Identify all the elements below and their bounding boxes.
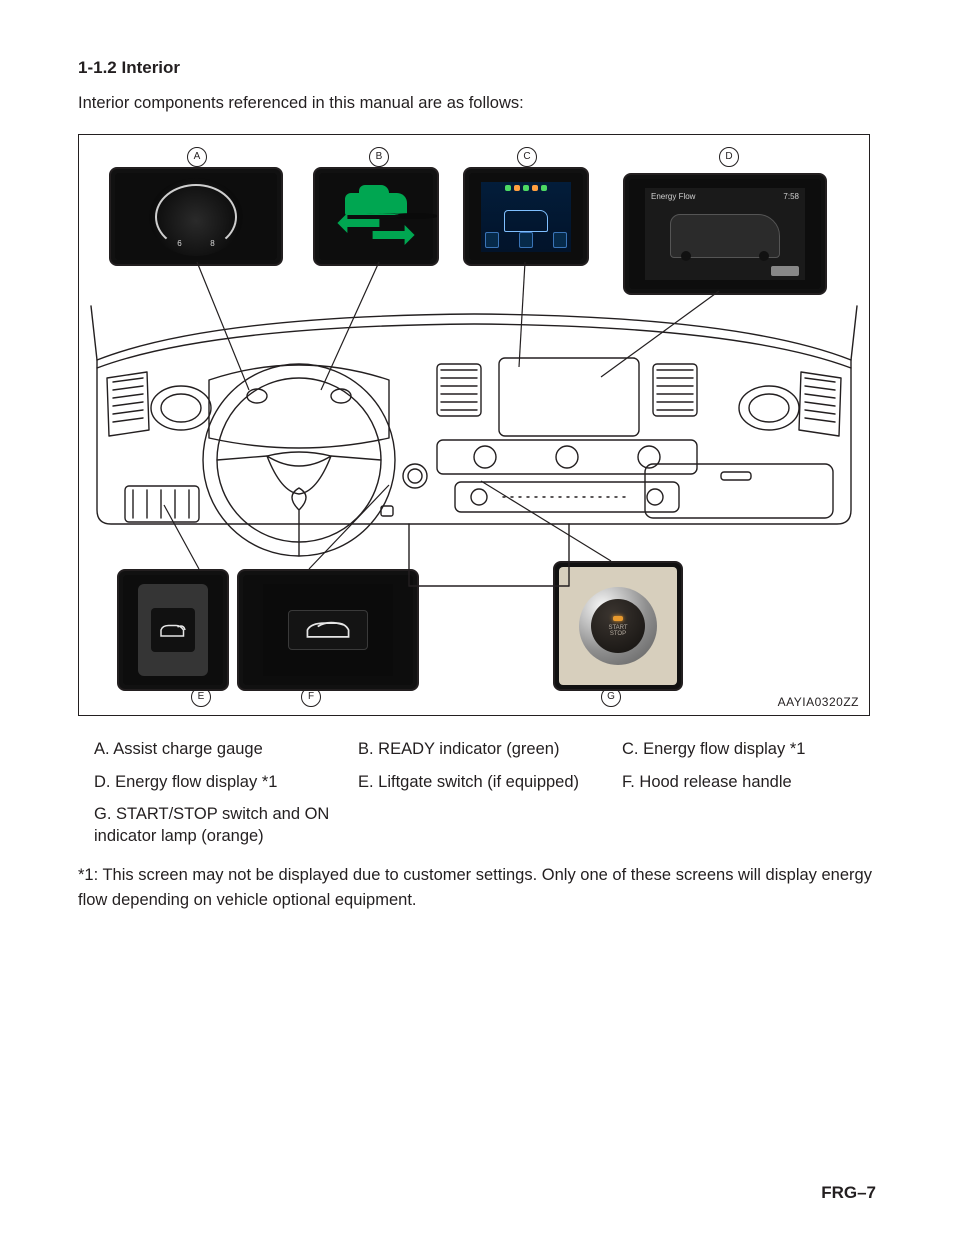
section-heading: 1-1.2 Interior — [78, 58, 882, 78]
legend-item: C. Energy flow display *1 — [622, 738, 866, 760]
energy-flow-icon — [481, 182, 571, 252]
legend-item: B. READY indicator (green) — [358, 738, 602, 760]
callout-label-d: D — [719, 147, 739, 167]
legend-item: D. Energy flow display *1 — [94, 771, 338, 793]
energy-flow-display-icon: Energy Flow 7:58 — [645, 188, 805, 280]
intro-text: Interior components referenced in this m… — [78, 92, 882, 114]
hood-release-icon — [263, 584, 393, 676]
legend-item: E. Liftgate switch (if equipped) — [358, 771, 602, 793]
thumb-start-stop: START STOP — [553, 561, 683, 691]
legend-item: A. Assist charge gauge — [94, 738, 338, 760]
thumb-liftgate-switch — [117, 569, 229, 691]
callout-label-c: C — [517, 147, 537, 167]
gauge-icon: 6 8 — [149, 178, 243, 256]
figure-code: AAYIA0320ZZ — [778, 695, 859, 709]
legend-item: G. START/STOP switch and ON indicator la… — [94, 803, 338, 848]
interior-figure: A B C D E F G 6 8 — [78, 134, 870, 716]
thumb-ready-indicator — [313, 167, 439, 266]
legend-item: F. Hood release handle — [622, 771, 866, 793]
start-stop-icon: START STOP — [569, 575, 667, 677]
dashboard-lineart — [89, 300, 859, 590]
footnote: *1: This screen may not be displayed due… — [78, 863, 882, 913]
thumb-hood-release — [237, 569, 419, 691]
thumb-assist-charge-gauge: 6 8 — [109, 167, 283, 266]
callout-label-b: B — [369, 147, 389, 167]
legend-grid: A. Assist charge gauge B. READY indicato… — [94, 738, 866, 847]
callout-label-a: A — [187, 147, 207, 167]
thumb-energy-flow-small — [463, 167, 589, 266]
page-number: FRG–7 — [821, 1183, 876, 1203]
page: 1-1.2 Interior Interior components refer… — [0, 0, 954, 1235]
ready-car-icon — [332, 187, 420, 247]
liftgate-switch-icon — [138, 584, 208, 676]
thumb-energy-flow-large: Energy Flow 7:58 — [623, 173, 827, 295]
